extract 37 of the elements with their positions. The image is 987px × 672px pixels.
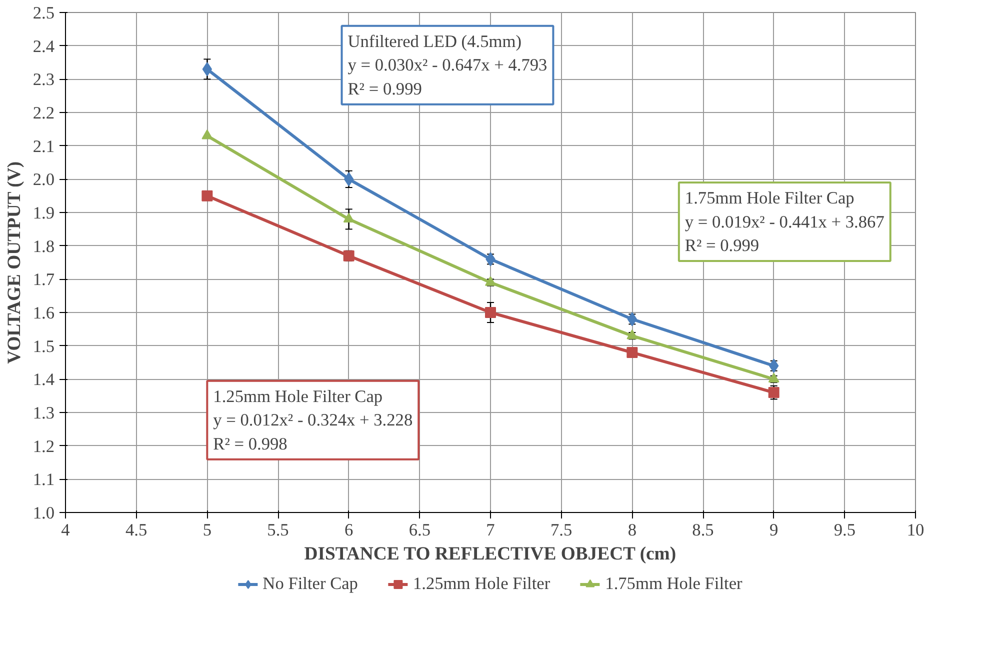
x-tick-label: 8 [628,520,637,540]
x-tick-label: 10 [906,520,924,540]
x-tick-label: 5.5 [267,520,289,540]
y-tick-label: 1.0 [32,504,55,522]
y-tick-label: 2.2 [32,104,55,122]
y-tick-label: 2.4 [32,36,55,56]
x-tick-label: 7.5 [550,520,572,540]
legend-label: No Filter Cap [262,574,358,594]
annotation: Unfiltered LED (4.5mm) y = 0.030x² - 0.647x + 4.793 R² = 0.999 [348,32,548,98]
y-tick-label: 2.0 [32,170,55,190]
x-axis-title: DISTANCE TO REFLECTIVE OBJECT (cm) [304,544,676,564]
x-tick-label: 4 [61,520,70,540]
y-axis-title: VOLTAGE OUTPUT (V) [4,161,25,364]
y-tick-label: 2.3 [32,70,55,90]
x-tick-label: 4.5 [126,520,148,540]
y-tick-label: 1.5 [32,336,55,356]
x-tick-label: 6.5 [408,520,431,540]
x-tick-label: 8.5 [692,520,714,540]
y-tick-label: 1.2 [32,436,55,456]
y-tick-label: 1.6 [32,304,55,322]
y-tick-label: 1.9 [32,204,55,222]
x-tick-label: 9 [770,520,778,540]
annotation: 1.75mm Hole Filter Cap y = 0.019x² - 0.441x + 3.867 R² = 0.999 [684,188,885,255]
y-tick-label: 1.7 [32,270,55,290]
x-tick-label: 6 [344,520,354,540]
x-tick-label: 9.5 [834,520,856,540]
legend-label: 1.75mm Hole Filter [605,574,742,594]
y-tick-label: 1.4 [32,370,55,390]
x-tick-label: 7 [486,520,496,540]
y-tick-label: 2.1 [32,136,55,156]
y-tick-label: 1.1 [32,470,55,490]
y-tick-label: 2.5 [32,4,55,22]
y-tick-label: 1.8 [32,236,55,256]
y-tick-label: 1.3 [32,404,55,422]
annotation: 1.25mm Hole Filter Cap y = 0.012x² - 0.324x + 3.228 R² = 0.998 [213,386,413,454]
x-tick-label: 5 [202,520,212,540]
legend-label: 1.25mm Hole Filter [412,574,550,594]
